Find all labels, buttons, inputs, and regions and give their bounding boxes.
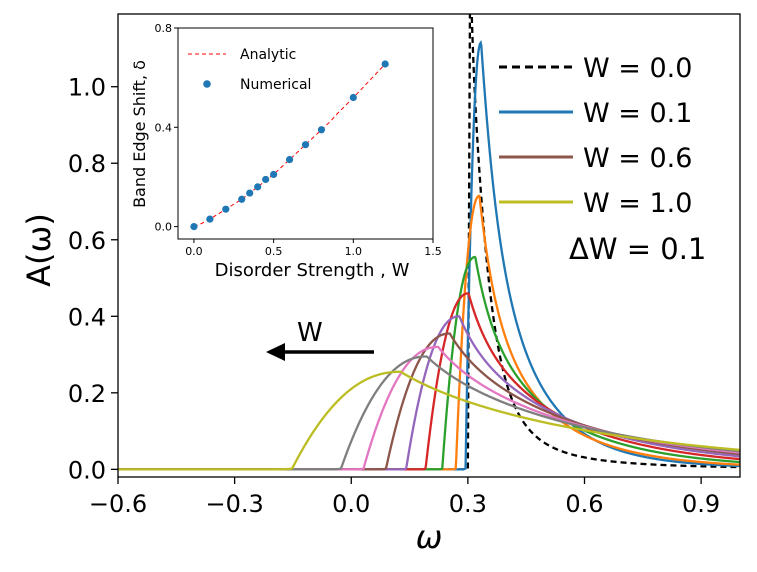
inset-legend: Analytic Numerical [188, 47, 311, 93]
inset-numerical-point [262, 175, 270, 184]
spectral-curve-w-0-8 [118, 355, 740, 471]
direction-arrow-head [266, 343, 285, 361]
spectral-curve-w-1 [118, 370, 740, 471]
inset-numerical-point [317, 126, 326, 134]
inset-numerical-point [246, 189, 254, 197]
inset-x-tick-label: 0.5 [265, 245, 283, 258]
main-plot-curves [118, 14, 740, 471]
main-plot-frame [117, 13, 741, 478]
inset-background [178, 28, 433, 239]
main-x-tick-label: 0.3 [449, 490, 487, 518]
legend-note-delta-w: ΔW = 0.1 [569, 232, 706, 266]
main-x-tick-label: −0.6 [89, 490, 147, 518]
inset-plot-curves [190, 60, 389, 231]
inset-numerical-point [222, 205, 230, 213]
main-x-tick-label: 0.0 [332, 490, 370, 518]
inset-numerical-point [190, 222, 198, 231]
inset-y-tick-label: 0.0 [155, 221, 173, 234]
main-x-axis-label: ω [416, 518, 443, 556]
inset-legend-numerical-label: Numerical [240, 77, 311, 93]
inset-y-ticks: 0.0 0.4 0.8 [155, 22, 178, 234]
inset-y-axis-label: Band Edge Shift, δ [130, 60, 149, 208]
main-y-tick-label: 0.8 [68, 150, 106, 178]
main-legend: W = 0.0 W = 0.1 W = 0.6 W = 1.0 [499, 53, 692, 219]
inset-numerical-point [381, 60, 389, 68]
inset-x-ticks: 0.0 0.5 1.0 1.5 [185, 239, 442, 258]
main-y-ticks: 0.0 0.2 0.4 0.6 0.8 1.0 [68, 74, 118, 484]
inset-y-tick-label: 0.8 [155, 22, 173, 35]
inset-x-tick-label: 1.0 [345, 245, 363, 258]
main-y-axis-label: A(ω) [20, 213, 58, 287]
legend-label: W = 0.6 [583, 143, 692, 174]
inset-numerical-point [285, 155, 294, 164]
inset-numerical-point [270, 170, 278, 179]
inset-legend-numerical-swatch [203, 80, 211, 88]
legend-label: W = 0.1 [583, 98, 692, 129]
inset-numerical-point [349, 93, 357, 102]
main-x-tick-label: 0.9 [682, 490, 720, 518]
main-y-tick-label: 0.6 [68, 227, 106, 255]
inset-x-tick-label: 0.0 [185, 245, 203, 258]
inset-y-tick-label: 0.4 [155, 121, 173, 134]
inset-numerical-point [254, 183, 262, 191]
main-x-ticks: −0.6 −0.3 0.0 0.3 0.6 0.9 [89, 477, 720, 518]
inset-numerical-point [238, 195, 246, 203]
inset-numerical-point [206, 215, 214, 223]
main-y-tick-label: 1.0 [68, 74, 106, 102]
inset-frame [177, 27, 434, 240]
main-y-tick-label: 0.4 [68, 303, 106, 331]
inset-x-tick-label: 1.5 [424, 245, 442, 258]
legend-label: W = 0.0 [583, 53, 692, 84]
inset-legend-analytic-label: Analytic [240, 47, 296, 63]
main-x-tick-label: 0.6 [565, 490, 603, 518]
inset-numerical-point [301, 141, 310, 149]
legend-label: W = 1.0 [583, 188, 692, 219]
main-y-tick-label: 0.2 [68, 380, 106, 408]
inset-x-axis-label: Disorder Strength , W [215, 260, 410, 281]
main-x-tick-label: −0.3 [205, 490, 263, 518]
main-y-tick-label: 0.0 [68, 456, 106, 484]
direction-arrow-label: W [297, 318, 323, 348]
